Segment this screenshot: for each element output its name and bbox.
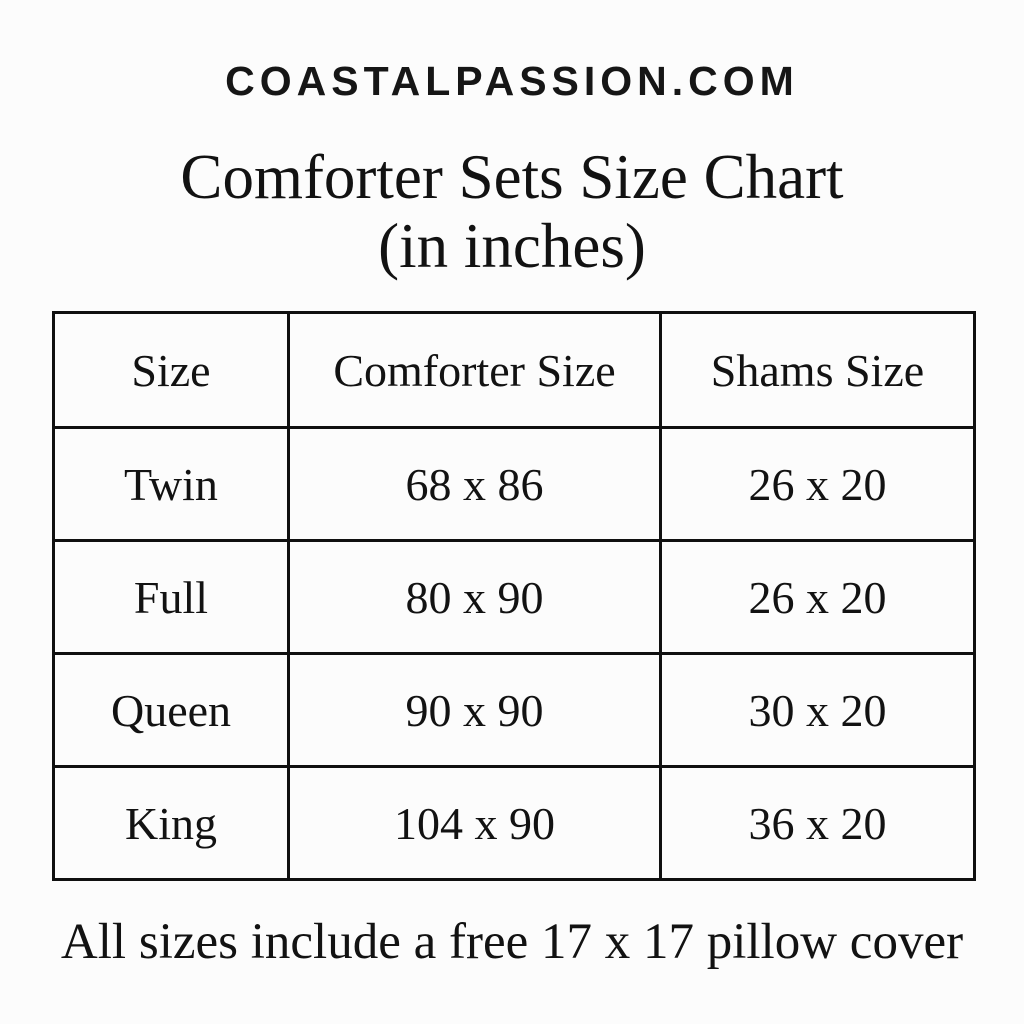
column-header-shams-size: Shams Size — [659, 311, 976, 429]
cell-comforter-size: 90 x 90 — [287, 652, 662, 768]
cell-size: Queen — [52, 652, 290, 768]
column-header-size: Size — [52, 311, 290, 429]
cell-size: King — [52, 765, 290, 881]
column-header-comforter-size: Comforter Size — [287, 311, 662, 429]
cell-comforter-size: 80 x 90 — [287, 539, 662, 655]
cell-shams-size: 26 x 20 — [659, 539, 976, 655]
cell-shams-size: 36 x 20 — [659, 765, 976, 881]
page-title: Comforter Sets Size Chart (in inches) — [0, 143, 1024, 281]
cell-shams-size: 30 x 20 — [659, 652, 976, 768]
table-row-twin: Twin 68 x 86 26 x 20 — [52, 426, 976, 542]
page-title-line2: (in inches) — [378, 211, 646, 281]
cell-shams-size: 26 x 20 — [659, 426, 976, 542]
table-row-full: Full 80 x 90 26 x 20 — [52, 539, 976, 655]
site-name: COASTALPASSION.COM — [225, 58, 799, 104]
cell-size: Twin — [52, 426, 290, 542]
cell-comforter-size: 68 x 86 — [287, 426, 662, 542]
size-chart-table: Size Comforter Size Shams Size Twin 68 x… — [52, 311, 976, 881]
cell-comforter-size: 104 x 90 — [287, 765, 662, 881]
table-header-row: Size Comforter Size Shams Size — [52, 311, 976, 429]
footer-note: All sizes include a free 17 x 17 pillow … — [60, 914, 964, 970]
table-row-king: King 104 x 90 36 x 20 — [52, 765, 976, 881]
page-title-line1: Comforter Sets Size Chart — [180, 142, 844, 212]
cell-size: Full — [52, 539, 290, 655]
table-row-queen: Queen 90 x 90 30 x 20 — [52, 652, 976, 768]
